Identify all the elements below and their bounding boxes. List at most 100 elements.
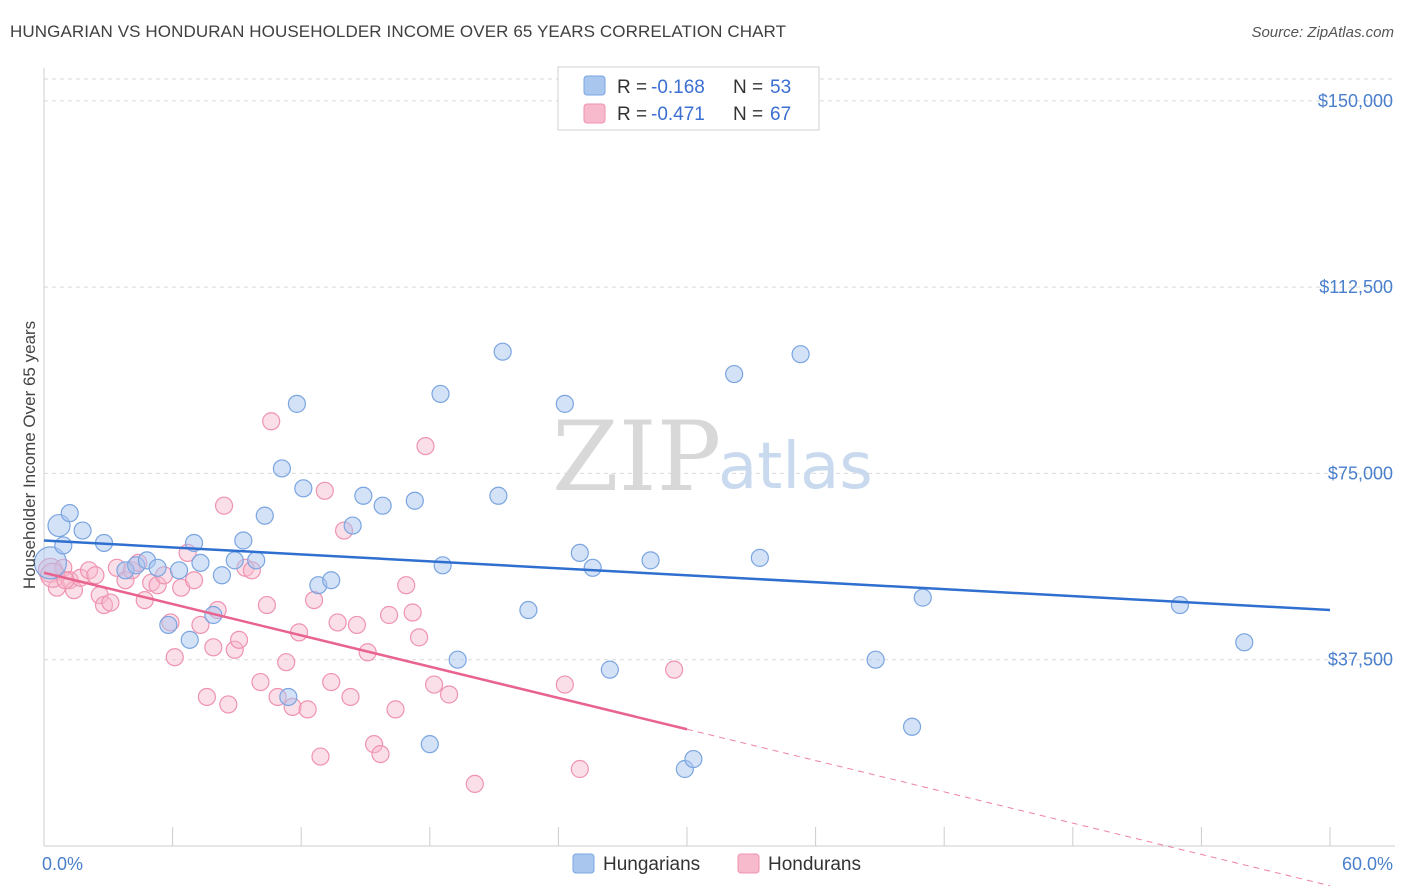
honduran-point xyxy=(570,759,589,779)
y-axis-label: Householder Income Over 65 years xyxy=(20,321,39,589)
trend-lines xyxy=(43,539,1331,887)
hungarian-point xyxy=(750,548,769,567)
honduran-point xyxy=(465,774,484,794)
hungarian-point xyxy=(33,546,68,580)
hungarian-point xyxy=(322,571,341,590)
legend-bottom-honduran-swatch xyxy=(737,853,760,874)
honduran-point xyxy=(311,747,330,766)
hungarian-point xyxy=(191,553,210,572)
watermark: ZIP atlas xyxy=(552,401,873,513)
hungarian-point xyxy=(255,506,274,525)
legend-honduran-swatch xyxy=(583,103,606,124)
hungarian-point xyxy=(684,749,703,769)
hungarian-point xyxy=(913,588,932,607)
honduran-point xyxy=(101,593,120,612)
honduran-point xyxy=(191,615,210,635)
honduran-point xyxy=(322,672,341,692)
hungarian-point xyxy=(431,384,450,404)
legend-bottom-honduran-label: Hondurans xyxy=(768,854,861,875)
hungarian-point xyxy=(169,561,189,580)
y-tick-label-1: $75,000 xyxy=(1328,463,1393,483)
honduran-point xyxy=(257,595,277,615)
honduran-point xyxy=(204,638,223,657)
legend-series: Hungarians Hondurans xyxy=(572,853,861,875)
honduran-trend-extension xyxy=(686,728,1331,887)
honduran-point xyxy=(364,735,384,754)
legend-bottom-hungarian-swatch xyxy=(572,853,595,874)
honduran-point xyxy=(315,481,334,500)
honduran-point xyxy=(304,590,324,610)
hungarian-points xyxy=(33,342,1254,779)
legend-stats: R = -0.168 N = 53 R = -0.471 N = 67 xyxy=(557,66,820,131)
hungarian-point xyxy=(725,364,744,384)
honduran-point xyxy=(135,590,154,610)
hungarian-point xyxy=(225,551,244,570)
honduran-point xyxy=(371,744,390,764)
hungarian-point xyxy=(600,660,619,679)
honduran-point xyxy=(409,628,429,647)
hungarian-point xyxy=(73,521,92,540)
legend-hungarian-r-label: R = xyxy=(617,77,647,98)
honduran-point xyxy=(214,496,234,515)
hungarian-point xyxy=(433,556,452,575)
honduran-point xyxy=(341,687,360,707)
hungarian-point xyxy=(583,558,602,577)
honduran-points xyxy=(37,412,684,794)
hungarian-point xyxy=(1235,633,1254,652)
legend-honduran-r-value: -0.471 xyxy=(651,104,705,125)
honduran-point xyxy=(347,615,367,635)
hungarian-point xyxy=(1170,595,1190,615)
hungarian-point xyxy=(180,630,199,649)
honduran-point xyxy=(225,640,244,659)
honduran-point xyxy=(251,672,270,692)
hungarian-point xyxy=(405,491,424,510)
hungarian-point xyxy=(354,486,373,505)
honduran-point xyxy=(184,571,204,590)
hungarian-trend-line xyxy=(43,539,1331,612)
hungarian-point xyxy=(420,735,439,754)
hungarian-point xyxy=(791,345,810,364)
y-tick-label-0: $37,500 xyxy=(1328,650,1393,670)
honduran-point xyxy=(165,648,184,667)
honduran-point xyxy=(219,695,238,714)
hungarian-point xyxy=(272,459,292,478)
hungarian-point xyxy=(641,551,660,570)
hungarian-point xyxy=(54,536,73,555)
axes xyxy=(43,68,1395,847)
x-tick-labels: 0.0% 60.0% xyxy=(42,854,1393,874)
y-tick-label-2: $112,500 xyxy=(1319,277,1393,297)
hungarian-point xyxy=(148,558,167,577)
hungarian-point xyxy=(519,600,538,620)
legend-hungarian-n-value: 53 xyxy=(770,77,791,98)
legend-bottom-hungarian-label: Hungarians xyxy=(603,854,700,875)
hungarian-point xyxy=(159,615,178,635)
honduran-point xyxy=(379,605,399,625)
hungarian-point xyxy=(294,479,313,498)
honduran-point xyxy=(229,630,249,649)
hungarian-point xyxy=(489,486,508,505)
honduran-point xyxy=(403,603,422,622)
legend-hungarian-n-label: N = xyxy=(733,77,763,98)
honduran-point xyxy=(665,660,684,679)
honduran-point xyxy=(386,700,405,719)
legend-hungarian-swatch xyxy=(583,75,606,96)
hungarian-point xyxy=(555,394,574,413)
legend-hungarian-r-value: -0.168 xyxy=(651,77,705,98)
hungarian-point xyxy=(279,687,298,707)
x-tick-label-1: 60.0% xyxy=(1342,854,1393,874)
legend-honduran-n-value: 67 xyxy=(770,104,791,125)
chart-title: HUNGARIAN VS HONDURAN HOUSEHOLDER INCOME… xyxy=(10,22,787,41)
hungarian-point xyxy=(60,504,79,523)
hungarian-point xyxy=(343,516,362,535)
honduran-point xyxy=(397,576,416,595)
honduran-point xyxy=(416,436,435,456)
watermark-zip: ZIP xyxy=(552,401,721,513)
x-tick-label-0: 0.0% xyxy=(42,854,83,874)
hungarian-point xyxy=(448,650,467,669)
hungarian-point xyxy=(902,717,922,736)
honduran-point xyxy=(424,675,444,694)
watermark-atlas: atlas xyxy=(718,430,873,504)
y-tick-labels: $37,500 $75,000 $112,500 $150,000 xyxy=(1318,91,1393,670)
hungarian-point xyxy=(493,342,512,361)
